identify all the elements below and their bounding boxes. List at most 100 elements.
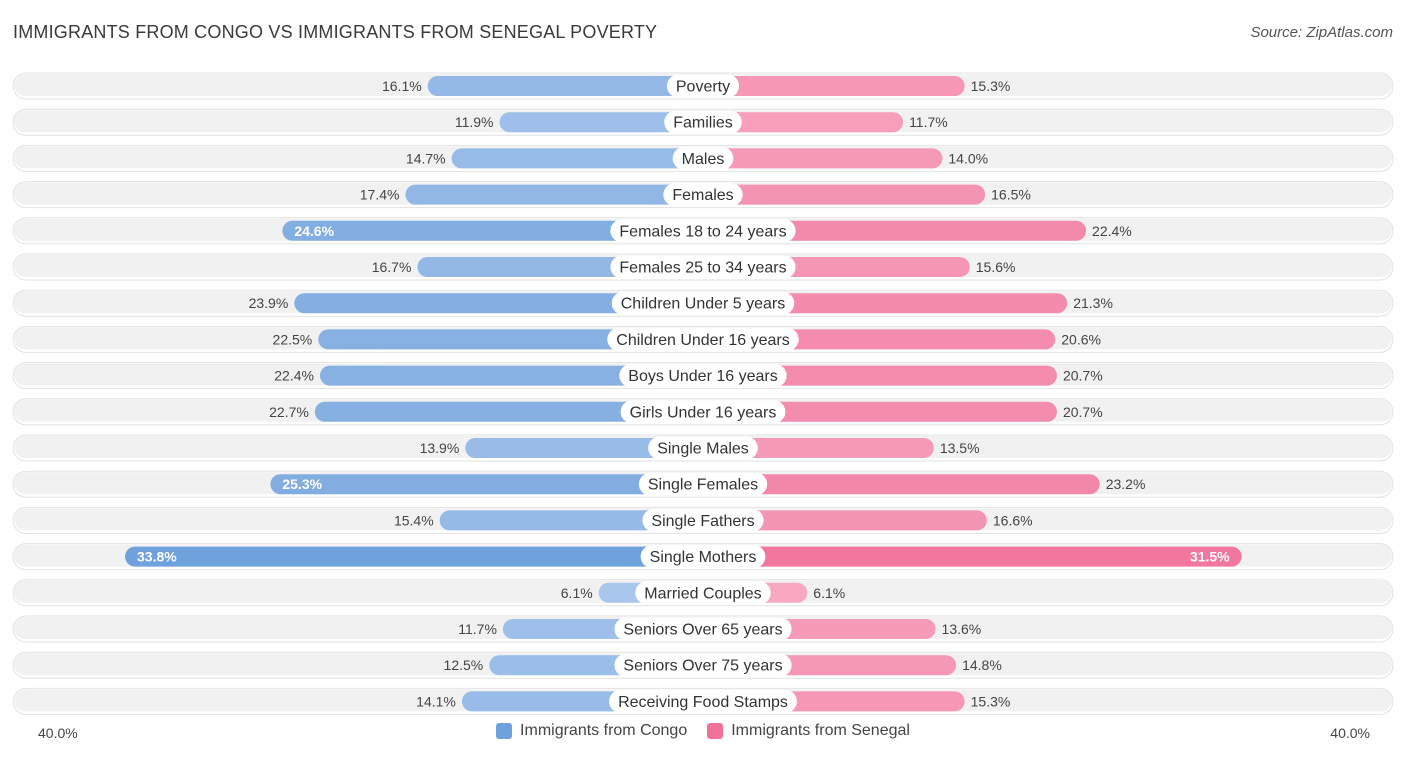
chart-row: 14.7% 14.0% Males bbox=[12, 144, 1394, 172]
value-label-senegal: 20.7% bbox=[1063, 368, 1103, 384]
bar-congo bbox=[319, 365, 713, 386]
value-label-congo: 22.4% bbox=[274, 368, 314, 384]
category-label: Boys Under 16 years bbox=[628, 368, 777, 385]
value-label-senegal: 16.5% bbox=[991, 187, 1031, 203]
category-label-pill bbox=[620, 400, 786, 424]
category-label: Single Mothers bbox=[650, 549, 757, 566]
chart-row: 17.4% 16.5% Females bbox=[12, 181, 1394, 209]
category-label: Girls Under 16 years bbox=[630, 404, 777, 421]
legend-label-senegal: Immigrants from Senegal bbox=[731, 722, 910, 739]
category-label: Males bbox=[682, 151, 725, 168]
chart-row: 12.5% 14.8% Seniors Over 75 years bbox=[12, 651, 1394, 679]
axis-max-label: 40.0% bbox=[1330, 725, 1370, 741]
category-label-pill bbox=[619, 364, 787, 388]
bar-senegal bbox=[693, 510, 987, 531]
bar-senegal bbox=[693, 148, 943, 169]
value-label-congo: 33.8% bbox=[137, 549, 177, 565]
category-label: Females 18 to 24 years bbox=[619, 223, 786, 240]
category-label-pill bbox=[666, 74, 740, 98]
legend-swatch-congo bbox=[496, 723, 513, 739]
bar-congo bbox=[405, 184, 713, 205]
category-label-pill bbox=[642, 508, 764, 532]
value-label-senegal: 13.6% bbox=[942, 621, 982, 637]
chart-row: 6.1% 6.1% Married Couples bbox=[12, 579, 1394, 607]
category-label: Seniors Over 65 years bbox=[623, 622, 782, 639]
value-label-congo: 24.6% bbox=[294, 223, 334, 239]
bar-senegal bbox=[693, 76, 965, 96]
value-label-senegal: 14.0% bbox=[948, 150, 988, 166]
chart-row: 25.3% 23.2% Single Females bbox=[12, 470, 1394, 498]
category-label-pill bbox=[635, 581, 771, 605]
value-label-congo: 14.7% bbox=[406, 150, 446, 166]
value-label-senegal: 31.5% bbox=[1190, 549, 1230, 565]
bar-senegal bbox=[693, 184, 986, 205]
value-label-senegal: 15.3% bbox=[971, 693, 1011, 709]
value-label-senegal: 6.1% bbox=[813, 585, 845, 601]
bar-congo bbox=[282, 220, 713, 241]
axis-min-label: 40.0% bbox=[38, 725, 78, 741]
category-label: Single Males bbox=[657, 441, 749, 458]
value-label-congo: 23.9% bbox=[249, 295, 289, 311]
value-label-congo: 6.1% bbox=[561, 585, 593, 601]
bar-congo bbox=[451, 148, 713, 169]
chart-row: 14.1% 15.3% Receiving Food Stamps bbox=[12, 687, 1394, 715]
chart-row: 13.9% 13.5% Single Males bbox=[12, 434, 1394, 462]
value-label-congo: 16.7% bbox=[372, 259, 412, 275]
category-label: Females bbox=[672, 187, 733, 204]
category-label-pill bbox=[609, 689, 797, 713]
source-credit: Source: ZipAtlas.com bbox=[1250, 24, 1393, 41]
category-label-pill bbox=[610, 219, 796, 243]
legend-label-congo: Immigrants from Congo bbox=[520, 722, 688, 739]
chart-row: 22.4% 20.7% Boys Under 16 years bbox=[12, 362, 1394, 390]
category-label-pill bbox=[610, 255, 796, 279]
value-label-senegal: 20.7% bbox=[1063, 404, 1103, 420]
value-label-senegal: 16.6% bbox=[993, 512, 1033, 528]
value-label-congo: 11.7% bbox=[458, 621, 497, 637]
value-label-congo: 12.5% bbox=[444, 657, 484, 673]
value-label-senegal: 22.4% bbox=[1092, 223, 1132, 239]
bar-senegal bbox=[693, 474, 1100, 495]
bar-senegal bbox=[693, 546, 1242, 567]
chart-row: 16.7% 15.6% Females 25 to 34 years bbox=[12, 253, 1394, 281]
value-label-senegal: 13.5% bbox=[940, 440, 980, 456]
category-label-pill bbox=[614, 653, 792, 677]
legend-item-congo[interactable]: Immigrants from Congo bbox=[496, 722, 687, 740]
category-label: Females 25 to 34 years bbox=[619, 260, 786, 277]
bar-congo bbox=[499, 112, 713, 133]
category-label-pill bbox=[648, 436, 758, 460]
category-label-pill bbox=[640, 545, 766, 569]
value-label-congo: 17.4% bbox=[360, 187, 400, 203]
value-label-congo: 22.5% bbox=[273, 331, 313, 347]
value-label-senegal: 20.6% bbox=[1061, 331, 1101, 347]
chart-title: IMMIGRANTS FROM CONGO VS IMMIGRANTS FROM… bbox=[13, 22, 658, 42]
category-label: Families bbox=[673, 115, 733, 132]
bar-congo bbox=[314, 401, 713, 422]
bar-congo bbox=[125, 546, 713, 567]
category-label-pill bbox=[638, 472, 768, 496]
chart-row: 24.6% 22.4% Females 18 to 24 years bbox=[12, 217, 1394, 245]
chart-row: 22.5% 20.6% Children Under 16 years bbox=[12, 325, 1394, 353]
category-label-pill bbox=[672, 146, 734, 170]
chart-row: 22.7% 20.7% Girls Under 16 years bbox=[12, 398, 1394, 426]
legend-item-senegal[interactable]: Immigrants from Senegal bbox=[707, 722, 910, 740]
category-label: Single Fathers bbox=[651, 513, 754, 530]
category-label: Poverty bbox=[676, 79, 730, 96]
chart-row: 23.9% 21.3% Children Under 5 years bbox=[12, 289, 1394, 317]
legend-swatch-senegal bbox=[707, 723, 724, 739]
value-label-congo: 25.3% bbox=[282, 476, 322, 492]
value-label-senegal: 23.2% bbox=[1106, 476, 1146, 492]
value-label-congo: 14.1% bbox=[416, 693, 456, 709]
value-label-senegal: 15.6% bbox=[976, 259, 1016, 275]
value-label-congo: 15.4% bbox=[394, 512, 434, 528]
category-label: Single Females bbox=[648, 477, 758, 494]
category-label: Receiving Food Stamps bbox=[618, 694, 788, 711]
bar-congo bbox=[270, 474, 713, 495]
bar-congo bbox=[294, 293, 713, 314]
value-label-congo: 13.9% bbox=[420, 440, 460, 456]
category-label: Children Under 5 years bbox=[621, 296, 786, 313]
category-label: Children Under 16 years bbox=[616, 332, 789, 349]
value-label-senegal: 21.3% bbox=[1073, 295, 1113, 311]
chart-row: 11.9% 11.7% Families bbox=[12, 108, 1394, 136]
chart-row: 16.1% 15.3% Poverty bbox=[12, 72, 1394, 100]
